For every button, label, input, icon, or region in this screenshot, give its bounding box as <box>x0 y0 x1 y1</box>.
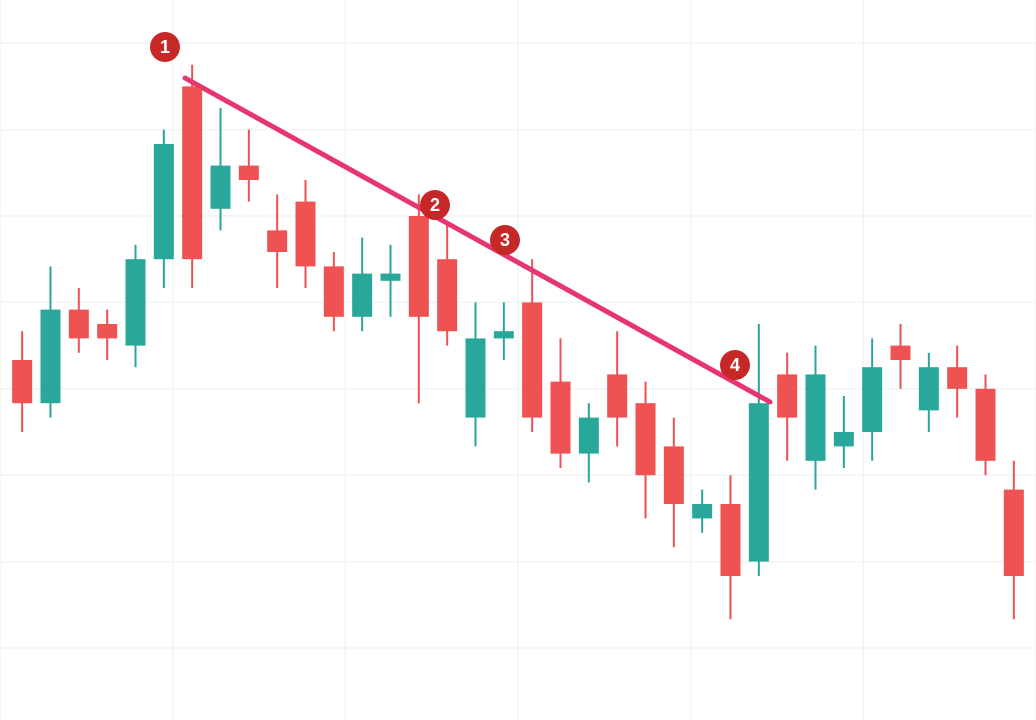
candle <box>239 166 259 180</box>
candle <box>182 86 202 259</box>
marker-label: 1 <box>160 37 170 57</box>
candle <box>12 360 32 403</box>
candle <box>891 346 911 360</box>
candle <box>494 331 514 338</box>
candle <box>69 310 89 339</box>
candle <box>1004 490 1024 576</box>
candle <box>466 338 486 417</box>
candle <box>381 274 401 281</box>
candlestick-chart: 1 2 3 4 <box>0 0 1036 720</box>
marker-label: 4 <box>730 355 740 375</box>
candle <box>154 144 174 259</box>
candle <box>267 230 287 252</box>
candle <box>409 216 429 317</box>
candle <box>126 259 146 345</box>
candle <box>721 504 741 576</box>
candle <box>749 403 769 561</box>
candle <box>777 374 797 417</box>
candle <box>211 166 231 209</box>
candle <box>919 367 939 410</box>
candle <box>947 367 967 389</box>
candle <box>522 302 542 417</box>
chart-canvas: 1 2 3 4 <box>0 0 1036 720</box>
candle <box>437 259 457 331</box>
candle <box>664 446 684 504</box>
candle <box>352 274 372 317</box>
candle <box>551 382 571 454</box>
candle <box>806 374 826 460</box>
candle <box>579 418 599 454</box>
candle <box>607 374 627 417</box>
candle <box>692 504 712 518</box>
candle <box>296 202 316 267</box>
candle <box>324 266 344 316</box>
candle <box>834 432 854 446</box>
candle <box>41 310 61 404</box>
marker-label: 3 <box>500 230 510 250</box>
marker-label: 2 <box>430 195 440 215</box>
candle <box>976 389 996 461</box>
candle <box>97 324 117 338</box>
candle <box>862 367 882 432</box>
candle <box>636 403 656 475</box>
